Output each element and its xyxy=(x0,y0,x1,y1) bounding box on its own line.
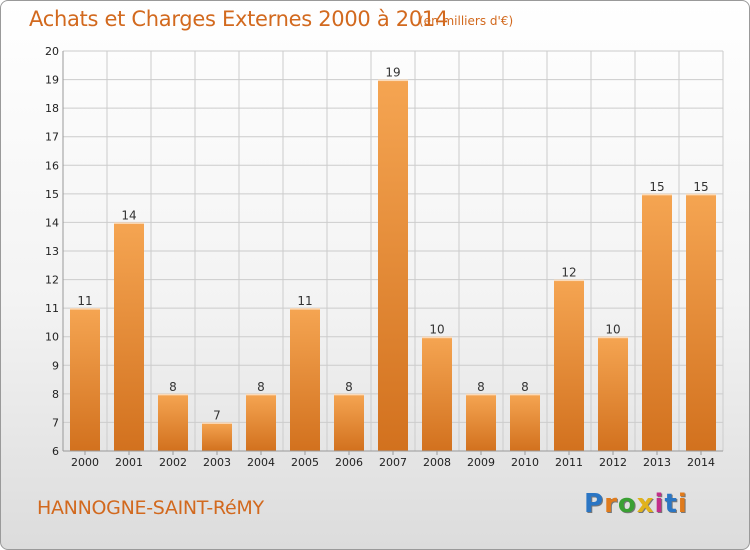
chart-subtitle: (en milliers d'€) xyxy=(419,14,514,28)
bar-highlight xyxy=(378,79,408,82)
y-tick-label: 7 xyxy=(52,416,59,429)
bar-2012 xyxy=(598,336,628,451)
bar-highlight xyxy=(598,336,628,339)
x-tick-label: 2002 xyxy=(159,456,187,469)
bar-highlight xyxy=(510,393,540,396)
bar-value-label: 8 xyxy=(169,380,177,394)
x-tick-label: 2009 xyxy=(467,456,495,469)
bar-highlight xyxy=(422,336,452,339)
x-tick-label: 2007 xyxy=(379,456,407,469)
bar-2009 xyxy=(466,393,496,451)
y-tick-label: 14 xyxy=(45,216,59,229)
logo-letter: o xyxy=(617,489,637,519)
y-tick-label: 20 xyxy=(45,45,59,58)
bar-highlight xyxy=(334,393,364,396)
bar-highlight xyxy=(114,222,144,224)
y-tick-label: 18 xyxy=(45,102,59,115)
bar-value-label: 8 xyxy=(257,380,265,394)
bar-highlight xyxy=(158,393,188,396)
bar-2008 xyxy=(422,336,452,451)
bar-2006 xyxy=(334,393,364,451)
y-tick-label: 19 xyxy=(45,74,59,87)
bar-value-label: 8 xyxy=(521,380,529,394)
y-tick-label: 10 xyxy=(45,331,59,344)
y-tick-label: 15 xyxy=(45,188,59,201)
bar-value-label: 12 xyxy=(561,266,576,280)
y-tick-label: 13 xyxy=(45,245,59,258)
logo-letter: r xyxy=(604,489,618,519)
bar-value-label: 11 xyxy=(77,294,92,308)
bar-value-label: 8 xyxy=(477,380,485,394)
bar-2007 xyxy=(378,79,408,452)
logo-letter: P xyxy=(584,489,605,519)
x-tick-label: 2010 xyxy=(511,456,539,469)
bar-value-label: 11 xyxy=(297,294,312,308)
bar-highlight xyxy=(246,393,276,396)
bar-2011 xyxy=(554,279,584,451)
bar-highlight xyxy=(290,308,320,310)
logo-letter: i xyxy=(677,489,688,519)
bar-highlight xyxy=(686,193,716,196)
logo-letter: t xyxy=(664,489,678,519)
bar-highlight xyxy=(202,422,232,424)
bar-value-label: 10 xyxy=(429,323,444,337)
x-tick-label: 2014 xyxy=(687,456,715,469)
x-tick-label: 2011 xyxy=(555,456,583,469)
bar-highlight xyxy=(466,393,496,396)
y-tick-label: 11 xyxy=(45,302,59,315)
bar-2004 xyxy=(246,393,276,451)
y-tick-label: 17 xyxy=(45,131,59,144)
x-tick-label: 2013 xyxy=(643,456,671,469)
axes xyxy=(62,51,723,455)
chart-title: Achats et Charges Externes 2000 à 2014 xyxy=(29,7,449,31)
x-tick-label: 2000 xyxy=(71,456,99,469)
bar-value-label: 14 xyxy=(121,208,136,222)
bar-value-label: 10 xyxy=(605,323,620,337)
x-tick-label: 2006 xyxy=(335,456,363,469)
x-tick-label: 2005 xyxy=(291,456,319,469)
bar-highlight xyxy=(642,193,672,196)
bar-highlight xyxy=(70,308,100,310)
town-name: HANNOGNE-SAINT-RéMY xyxy=(37,497,264,519)
y-tick-label: 12 xyxy=(45,274,59,287)
bars xyxy=(70,79,716,452)
bar-2001 xyxy=(114,222,144,451)
bar-2005 xyxy=(290,308,320,451)
bar-2014 xyxy=(686,193,716,451)
bar-value-label: 7 xyxy=(213,408,221,422)
proxiti-logo: Proxiti xyxy=(584,489,688,519)
x-tick-label: 2003 xyxy=(203,456,231,469)
y-tick-label: 8 xyxy=(52,388,59,401)
bar-2003 xyxy=(202,422,232,451)
bar-value-label: 8 xyxy=(345,380,353,394)
x-tick-label: 2001 xyxy=(115,456,143,469)
y-tick-label: 16 xyxy=(45,159,59,172)
y-tick-label: 9 xyxy=(52,359,59,372)
logo-letter: i xyxy=(654,489,665,519)
logo-letter: x xyxy=(636,489,655,519)
labels: 6789101112131415161718192011200014200182… xyxy=(45,45,715,469)
bar-2002 xyxy=(158,393,188,451)
x-tick-label: 2012 xyxy=(599,456,627,469)
bar-2000 xyxy=(70,308,100,451)
x-tick-label: 2008 xyxy=(423,456,451,469)
x-tick-label: 2004 xyxy=(247,456,275,469)
bar-value-label: 15 xyxy=(693,180,708,194)
bar-value-label: 15 xyxy=(649,180,664,194)
y-tick-label: 6 xyxy=(52,445,59,458)
bar-value-label: 19 xyxy=(385,66,400,80)
bar-2013 xyxy=(642,193,672,451)
bar-2010 xyxy=(510,393,540,451)
bar-highlight xyxy=(554,279,584,282)
